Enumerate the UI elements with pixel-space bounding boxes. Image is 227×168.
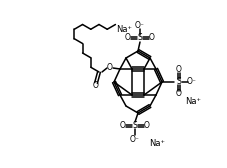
Text: O⁻: O⁻ xyxy=(135,22,145,31)
Text: O: O xyxy=(120,121,126,131)
Text: Na⁺: Na⁺ xyxy=(149,139,165,149)
Text: O: O xyxy=(176,90,182,98)
Text: O: O xyxy=(149,33,155,43)
Text: O: O xyxy=(93,80,99,90)
Text: Na⁺: Na⁺ xyxy=(185,97,201,107)
Text: O: O xyxy=(144,121,150,131)
Text: S: S xyxy=(138,33,142,43)
Text: O⁻: O⁻ xyxy=(130,135,140,143)
Text: O: O xyxy=(176,66,182,74)
Text: O: O xyxy=(107,64,113,73)
Text: O⁻: O⁻ xyxy=(187,77,197,87)
Text: S: S xyxy=(177,77,181,87)
Text: Na⁺: Na⁺ xyxy=(116,25,132,33)
Text: O: O xyxy=(125,33,131,43)
Text: S: S xyxy=(133,121,137,131)
